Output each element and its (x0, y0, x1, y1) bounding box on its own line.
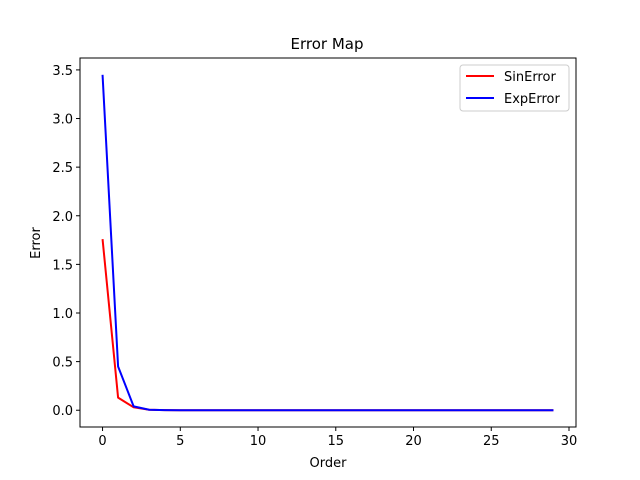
y-tick-label: 1.5 (52, 258, 73, 273)
x-tick-label: 0 (98, 434, 106, 449)
plot-frame (79, 57, 577, 428)
legend: SinError ExpError (459, 64, 570, 112)
x-tick-label: 15 (328, 434, 345, 449)
x-tick-label: 10 (250, 434, 267, 449)
y-tick-label: 3.5 (52, 64, 73, 79)
y-tick-label: 2.5 (52, 161, 73, 176)
series-line-experror (101, 74, 554, 412)
x-tick-label: 25 (483, 434, 500, 449)
y-tick-label: 0.0 (52, 404, 73, 419)
y-tick-label: 3.0 (52, 113, 73, 128)
x-axis-ticks: 0 5 10 15 20 25 30 (98, 427, 577, 449)
y-tick-label: 1.0 (52, 307, 73, 322)
y-axis-label: Error (29, 227, 44, 259)
x-tick-label: 20 (405, 434, 422, 449)
y-tick-label: 2.0 (52, 210, 73, 225)
x-tick-label: 30 (561, 434, 578, 449)
legend-label-experror: ExpError (504, 92, 561, 107)
chart-title: Error Map (291, 35, 364, 53)
legend-label-sinerror: SinError (504, 70, 556, 85)
series-lines (101, 74, 554, 412)
y-axis-ticks: 0.0 0.5 1.0 1.5 2.0 2.5 3.0 3.5 (52, 64, 80, 419)
x-tick-label: 5 (176, 434, 184, 449)
y-tick-label: 0.5 (52, 356, 73, 371)
x-axis-label: Order (310, 456, 348, 471)
